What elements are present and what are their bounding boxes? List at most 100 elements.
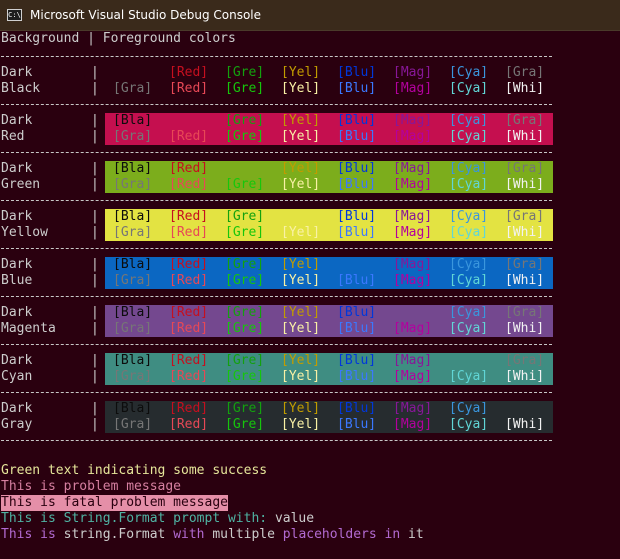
- color-sample: [Cya]: [449, 257, 489, 272]
- color-sample: [Mag]: [393, 113, 433, 128]
- background-color-band: [105, 209, 553, 241]
- color-sample: [Yel]: [281, 401, 321, 416]
- color-sample: [Red]: [169, 257, 209, 272]
- success-message: Green text indicating some success: [1, 463, 268, 478]
- separator-line: [1, 152, 552, 153]
- color-sample: [Gra]: [505, 161, 545, 176]
- color-sample: [Red]: [169, 321, 209, 336]
- color-sample: [Bla]: [113, 353, 153, 368]
- color-sample: [Yel]: [281, 65, 321, 80]
- color-sample: [Gra]: [113, 177, 153, 192]
- color-sample: [Mag]: [393, 177, 433, 192]
- color-sample: [Gre]: [225, 177, 265, 192]
- color-sample: [Yel]: [281, 353, 321, 368]
- color-sample: [Yel]: [281, 305, 321, 320]
- column-divider: |: [91, 225, 99, 240]
- color-sample: [Yel]: [281, 129, 321, 144]
- color-sample: [Yel]: [281, 113, 321, 128]
- color-sample: [Mag]: [393, 417, 433, 432]
- column-divider: |: [91, 81, 99, 96]
- row-label: Red: [1, 129, 25, 144]
- background-color-band: [105, 161, 553, 193]
- color-sample: [Red]: [169, 273, 209, 288]
- separator-line: [1, 248, 552, 249]
- row-label: Cyan: [1, 369, 33, 384]
- color-sample: [Cya]: [449, 417, 489, 432]
- color-sample: [Bla]: [113, 305, 153, 320]
- color-sample: [Red]: [169, 353, 209, 368]
- row-label: Magenta: [1, 321, 56, 336]
- color-sample: [Mag]: [393, 353, 433, 368]
- color-sample: [Mag]: [393, 369, 433, 384]
- color-sample: [Gre]: [225, 65, 265, 80]
- color-sample: [Blu]: [337, 209, 377, 224]
- color-sample: [Mag]: [393, 257, 433, 272]
- row-label: Dark: [1, 353, 33, 368]
- color-sample: [Cya]: [449, 321, 489, 336]
- color-sample: [Bla]: [113, 257, 153, 272]
- color-sample: [Mag]: [393, 401, 433, 416]
- color-sample: [Yel]: [281, 321, 321, 336]
- color-sample: [Mag]: [393, 273, 433, 288]
- column-divider: |: [91, 161, 99, 176]
- color-sample: [Bla]: [113, 401, 153, 416]
- row-label: Dark: [1, 305, 33, 320]
- color-sample: [Red]: [169, 225, 209, 240]
- color-sample: [Gra]: [505, 257, 545, 272]
- color-sample: [Gra]: [113, 321, 153, 336]
- message-segment: with: [165, 527, 213, 542]
- color-sample: [Gra]: [505, 353, 545, 368]
- color-sample: [Gra]: [505, 209, 545, 224]
- message-segment: in: [376, 527, 409, 542]
- table-header: Background | Foreground colors: [1, 31, 236, 46]
- console-app-icon: C:\: [7, 9, 22, 21]
- console-output[interactable]: Background | Foreground colors Dark Black…: [0, 31, 620, 559]
- color-sample: [Red]: [169, 401, 209, 416]
- column-divider: |: [91, 401, 99, 416]
- color-sample: [Yel]: [281, 417, 321, 432]
- color-sample: [Whi]: [505, 273, 545, 288]
- color-sample: [Red]: [169, 369, 209, 384]
- row-label: Blue: [1, 273, 33, 288]
- color-sample: [Cya]: [449, 129, 489, 144]
- color-sample: [Whi]: [505, 417, 545, 432]
- color-sample: [Cya]: [449, 305, 489, 320]
- color-sample: [Whi]: [505, 369, 545, 384]
- color-sample: [Blu]: [337, 177, 377, 192]
- message-segment: placeholders: [274, 527, 377, 542]
- separator-line: [1, 104, 552, 105]
- color-sample: [Blu]: [337, 369, 377, 384]
- column-divider: |: [91, 321, 99, 336]
- color-sample: [Mag]: [393, 209, 433, 224]
- color-sample: [Cya]: [449, 81, 489, 96]
- separator-line: [1, 392, 552, 393]
- column-divider: |: [91, 65, 99, 80]
- color-sample: [Gra]: [505, 113, 545, 128]
- color-sample: [Gra]: [113, 81, 153, 96]
- color-sample: [Red]: [169, 81, 209, 96]
- color-sample: [Blu]: [337, 129, 377, 144]
- row-label: Yellow: [1, 225, 48, 240]
- color-sample: [Cya]: [449, 225, 489, 240]
- multi-placeholder-message: This is string.Format with multiple plac…: [1, 527, 424, 543]
- column-divider: |: [91, 113, 99, 128]
- color-sample: [Bla]: [113, 113, 153, 128]
- column-divider: |: [91, 273, 99, 288]
- color-sample: [Whi]: [505, 81, 545, 96]
- color-sample: [Gre]: [225, 209, 265, 224]
- color-sample: [Gre]: [225, 257, 265, 272]
- fatal-message: This is fatal problem message: [1, 495, 228, 511]
- row-label: Dark: [1, 401, 33, 416]
- separator-line: [1, 296, 552, 297]
- color-sample: [Gre]: [225, 353, 265, 368]
- color-sample: [Yel]: [281, 177, 321, 192]
- row-label: Dark: [1, 257, 33, 272]
- color-sample: [Cya]: [449, 401, 489, 416]
- color-sample: [Gra]: [505, 65, 545, 80]
- format-prompt: This is String.Format prompt with: value: [1, 511, 315, 526]
- color-sample: [Mag]: [393, 129, 433, 144]
- color-sample: [Gra]: [113, 369, 153, 384]
- background-color-band: [105, 305, 553, 337]
- color-sample: [Gre]: [225, 401, 265, 416]
- row-label: Gray: [1, 417, 33, 432]
